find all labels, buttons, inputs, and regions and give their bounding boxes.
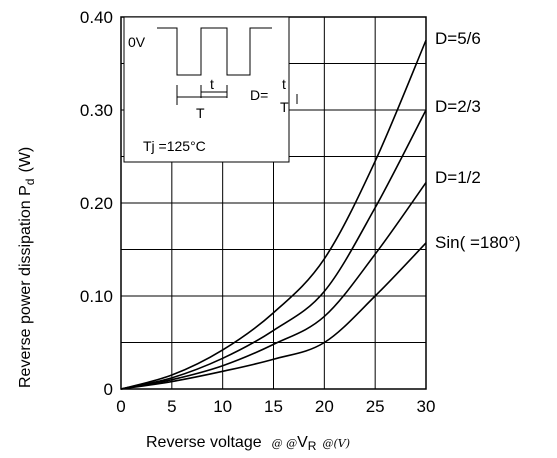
series-line <box>120 242 427 390</box>
x-axis-title-var: V <box>297 434 308 451</box>
y-axis-title: Reverse power dissipation Pd (W) <box>17 147 37 388</box>
x-tick-label: 10 <box>213 397 232 416</box>
y-axis-title-main: Reverse power dissipation P <box>17 185 34 388</box>
inset-formula-num: t <box>282 76 286 92</box>
x-tick-label: 0 <box>116 397 125 416</box>
inset-temperature: Tj =125°C <box>143 138 206 154</box>
inset-level-label: 0V <box>128 34 146 50</box>
x-tick-label: 5 <box>167 397 176 416</box>
series-label: Sin( =180°) <box>435 233 521 252</box>
tick-labels: 0 5 10 15 20 25 30 0 0.10 0.20 0.30 0.40 <box>80 8 436 416</box>
x-axis-title-symbol: @ @ <box>272 437 298 450</box>
x-tick-label: 30 <box>417 397 436 416</box>
inset-formula-den: T <box>280 99 289 115</box>
series-label: D=2/3 <box>435 97 481 116</box>
series-label: D=5/6 <box>435 29 481 48</box>
x-tick-label: 15 <box>264 397 283 416</box>
inset-pulse-label: t <box>210 76 214 92</box>
series-line <box>120 39 427 390</box>
x-axis-title-sub: R <box>308 439 317 453</box>
y-axis-title-unit: (W) <box>17 147 34 173</box>
x-tick-label: 20 <box>315 397 334 416</box>
x-axis-title: Reverse voltage @ @VR @(V) <box>146 434 350 453</box>
inset-period-label: T <box>196 105 205 121</box>
series-label: D=1/2 <box>435 168 481 187</box>
y-tick-label: 0 <box>104 380 113 399</box>
series-line <box>120 182 427 390</box>
y-tick-label: 0.30 <box>80 101 113 120</box>
curve-labels: D=5/6 D=2/3 D=1/2 Sin( =180°) <box>435 29 521 252</box>
inset-formula-prefix: D= <box>250 87 268 103</box>
inset-diagram: 0V t T D= t T Tj =125°C <box>123 16 298 163</box>
x-tick-label: 25 <box>366 397 385 416</box>
inset-waveform <box>157 27 272 76</box>
x-axis-title-unit: @(V) <box>322 437 350 450</box>
y-tick-label: 0.10 <box>80 287 113 306</box>
inset-frame <box>123 16 290 163</box>
series-line <box>120 109 427 390</box>
y-axis-title-sub: d <box>23 179 37 186</box>
y-tick-label: 0.20 <box>80 194 113 213</box>
x-axis-title-main: Reverse voltage <box>146 434 262 451</box>
curves <box>120 39 427 390</box>
y-tick-label: 0.40 <box>80 8 113 27</box>
